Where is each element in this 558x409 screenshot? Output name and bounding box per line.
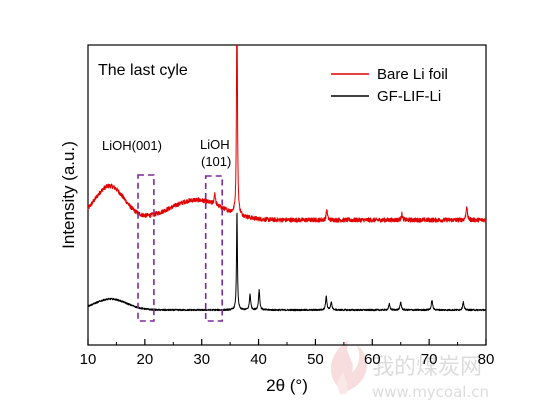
flame-logo-icon: [330, 340, 367, 394]
x-tick-label: 30: [193, 351, 210, 368]
x-tick-label: 70: [421, 351, 438, 368]
legend-label-gf-lif-li: GF-LIF-Li: [377, 88, 441, 105]
series-line-bare-li-foil: [87, 45, 487, 223]
x-tick-label: 40: [250, 351, 267, 368]
series-line-gf-lif-li: [87, 212, 487, 312]
x-axis-title: 2θ (°): [266, 376, 308, 395]
x-tick-label: 60: [364, 351, 381, 368]
watermark: 我的煤炭网 www.mycoal.cn: [330, 340, 489, 401]
annotation-lioh-001: LiOH(001): [102, 138, 162, 153]
lioh-001-box: [137, 174, 155, 322]
watermark-logo-text: 我的煤炭网: [372, 355, 482, 380]
x-tick-label: 10: [80, 351, 97, 368]
legend: Bare Li foil GF-LIF-Li: [331, 66, 448, 105]
y-axis-title: Intensity (a.u.): [59, 141, 78, 249]
annotation-lioh-101-line2: (101): [201, 154, 231, 169]
annotation-lioh-101-line1: LiOH: [200, 137, 230, 152]
x-tick-label: 50: [307, 351, 324, 368]
legend-label-bare-li-foil: Bare Li foil: [377, 66, 448, 83]
panel-label: The last cyle: [98, 62, 188, 79]
x-axis: 10 20 30 40 50 60 70 80: [80, 339, 495, 368]
lioh-101-box: [204, 175, 223, 322]
x-tick-label: 20: [137, 351, 154, 368]
watermark-url-text: www.mycoal.cn: [372, 383, 489, 401]
x-tick-label: 80: [478, 351, 495, 368]
